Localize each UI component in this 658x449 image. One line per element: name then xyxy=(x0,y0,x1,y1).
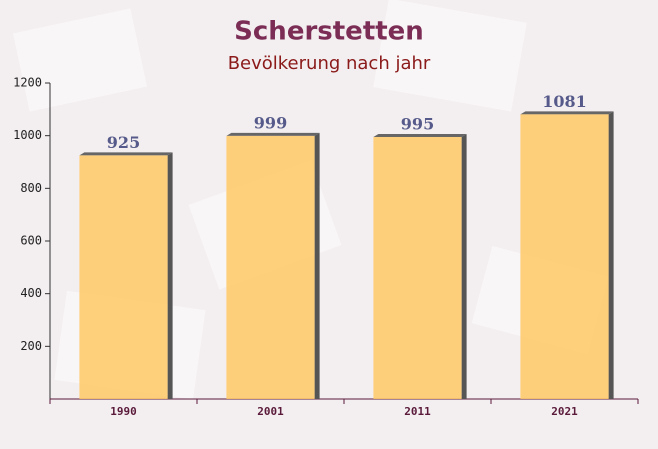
chart-title: Scherstetten xyxy=(234,17,424,47)
bar-shadow xyxy=(167,152,173,399)
x-tick-label: 1990 xyxy=(110,405,137,418)
bar-shadow xyxy=(608,111,614,399)
bar-shadow-top xyxy=(373,133,467,137)
value-label: 999 xyxy=(254,113,287,132)
x-tick-label: 2021 xyxy=(551,405,578,418)
value-label: 1081 xyxy=(542,92,587,111)
bar-shadow xyxy=(461,133,467,399)
y-tick-label: 1000 xyxy=(13,128,42,142)
y-tick-label: 1200 xyxy=(13,76,42,90)
x-tick-label: 2001 xyxy=(257,405,284,418)
chart-subtitle: Bevölkerung nach jahr xyxy=(228,53,431,74)
value-label: 925 xyxy=(107,133,140,152)
bar-shadow-top xyxy=(520,111,614,115)
bar-shadow xyxy=(314,132,320,399)
y-tick-label: 800 xyxy=(20,181,42,195)
y-tick-label: 400 xyxy=(20,286,42,300)
bar xyxy=(520,114,609,399)
bar xyxy=(373,136,462,399)
y-tick-label: 200 xyxy=(20,339,42,353)
x-tick-label: 2011 xyxy=(404,405,431,418)
value-label: 995 xyxy=(401,114,434,133)
bar xyxy=(226,135,315,399)
bar xyxy=(79,155,168,399)
y-tick-label: 600 xyxy=(20,234,42,248)
bar-shadow-top xyxy=(226,132,320,136)
bar-shadow-top xyxy=(79,152,173,156)
